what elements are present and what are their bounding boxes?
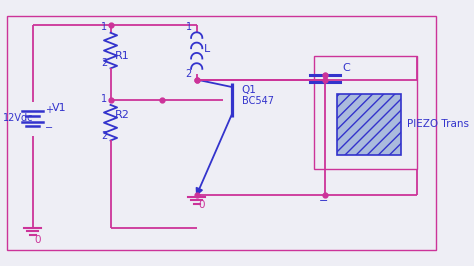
Text: V1: V1 <box>52 103 66 114</box>
Bar <box>314 56 417 169</box>
Text: 1: 1 <box>101 22 107 32</box>
Text: 2: 2 <box>185 69 191 79</box>
Text: R1: R1 <box>115 51 130 61</box>
Text: 2: 2 <box>101 131 108 141</box>
Text: 0: 0 <box>198 200 205 210</box>
Text: 12Vdc: 12Vdc <box>3 113 33 123</box>
Text: PIEZO Trans: PIEZO Trans <box>407 119 468 129</box>
Bar <box>337 94 401 155</box>
Text: C: C <box>343 63 351 73</box>
Text: 2: 2 <box>101 59 108 69</box>
Polygon shape <box>196 188 202 195</box>
Text: Q1: Q1 <box>242 85 256 95</box>
Text: 1: 1 <box>185 22 191 32</box>
Text: 0: 0 <box>34 235 41 245</box>
Text: +: + <box>45 105 53 115</box>
Text: 1: 1 <box>101 94 107 104</box>
Text: BC547: BC547 <box>242 96 273 106</box>
Text: L: L <box>204 44 210 55</box>
Text: R2: R2 <box>115 110 130 120</box>
Text: −: − <box>45 123 53 133</box>
Text: −: − <box>319 196 328 206</box>
